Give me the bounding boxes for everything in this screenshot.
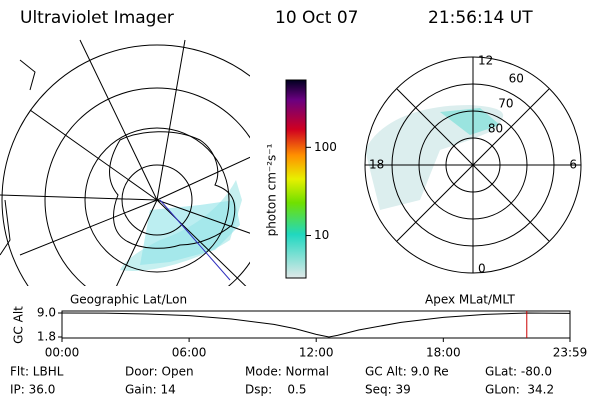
x-tick-label: 23:59 bbox=[553, 346, 588, 360]
y-tick-label: 9.0 bbox=[37, 306, 56, 320]
x-tick-label: 12:00 bbox=[299, 346, 334, 360]
polar-plot bbox=[365, 57, 581, 273]
colorbar bbox=[285, 79, 307, 279]
footer: Flt: LBHL Door: Open Mode: Normal GC Alt: 9… bbox=[10, 365, 554, 397]
status-field: IP: 36.0 bbox=[10, 383, 55, 397]
colorbar-tick-label: 10 bbox=[314, 228, 329, 242]
status-field: Mode: Normal bbox=[245, 365, 329, 379]
mlt-label: 18 bbox=[369, 158, 384, 172]
lat-label: 70 bbox=[498, 97, 513, 111]
status-field: GLon: 34.2 bbox=[485, 383, 554, 397]
status-field: Dsp: 0.5 bbox=[245, 383, 307, 397]
lat-label: 80 bbox=[488, 121, 503, 135]
mlt-label: 12 bbox=[478, 54, 493, 68]
x-tick-label: 18:00 bbox=[426, 346, 461, 360]
status-field: Gain: 14 bbox=[125, 383, 176, 397]
polar-outer-ring bbox=[364, 56, 582, 274]
map-label: Geographic Lat/Lon bbox=[70, 293, 187, 307]
lat-ring bbox=[418, 110, 528, 220]
lat-label: 60 bbox=[509, 72, 524, 86]
geographic-map bbox=[0, 39, 250, 286]
altitude-ylabel: GC Alt bbox=[12, 306, 26, 344]
altitude-line bbox=[61, 312, 571, 338]
status-field: Door: Open bbox=[125, 365, 194, 379]
mlt-label: 6 bbox=[569, 158, 577, 172]
x-tick-label: 00:00 bbox=[45, 346, 80, 360]
mlt-label: 0 bbox=[478, 262, 486, 276]
y-tick-label: 1.8 bbox=[37, 330, 56, 344]
time: 21:56:14 UT bbox=[428, 8, 533, 28]
status-field: GC Alt: 9.0 Re bbox=[365, 365, 449, 379]
title: Ultraviolet Imager bbox=[20, 8, 174, 28]
status-field: Seq: 39 bbox=[365, 383, 411, 397]
polar-label: Apex MLat/MLT bbox=[425, 293, 515, 307]
status-field: Flt: LBHL bbox=[10, 365, 64, 379]
status-field: GLat: -80.0 bbox=[485, 365, 552, 379]
colorbar-tick-label: 100 bbox=[314, 140, 337, 154]
colorbar-label: photon cm⁻²s⁻¹ bbox=[265, 143, 279, 236]
lat-ring bbox=[445, 137, 501, 193]
x-tick-label: 06:00 bbox=[172, 346, 207, 360]
lat-ring bbox=[391, 83, 555, 247]
date: 10 Oct 07 bbox=[275, 8, 358, 28]
